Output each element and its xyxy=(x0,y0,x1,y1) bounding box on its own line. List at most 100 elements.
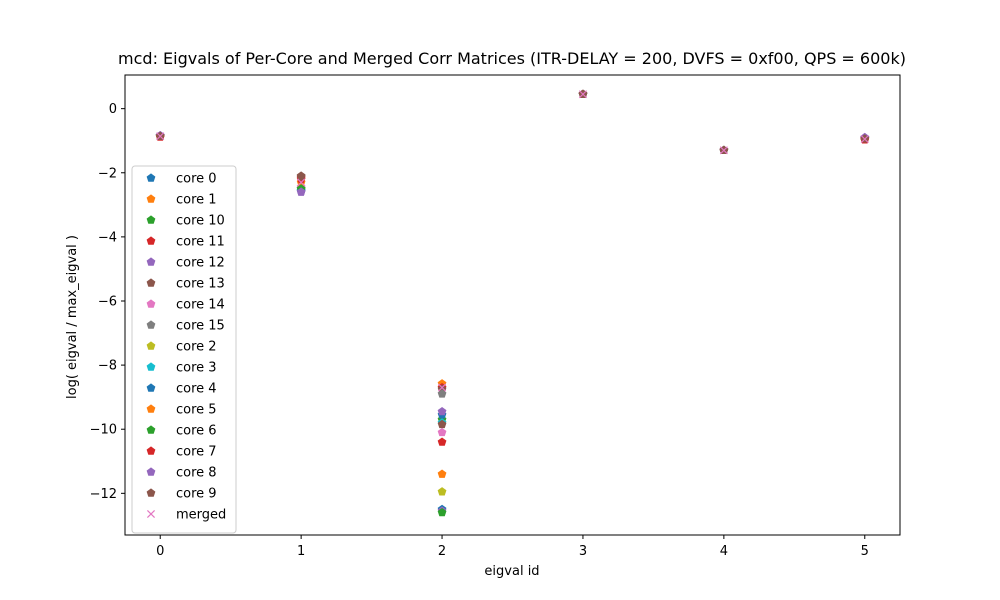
series-core-10 xyxy=(155,89,870,424)
legend-item: core 2 xyxy=(146,340,217,355)
legend-item: core 1 xyxy=(146,193,217,208)
data-point xyxy=(719,146,728,155)
legend-marker xyxy=(146,488,156,497)
data-point xyxy=(438,383,447,392)
y-tick-label: −12 xyxy=(90,487,117,502)
legend-marker xyxy=(146,446,156,455)
legend-label: core 3 xyxy=(176,361,217,376)
series-core-3 xyxy=(155,89,870,427)
axis-ticks: 0 1 2 3 4 5 0 −2 −4 −6 −8 −10 −12 xyxy=(90,102,869,559)
legend-item: core 12 xyxy=(146,256,225,271)
y-tick-label: −10 xyxy=(90,423,117,438)
x-tick-label: 3 xyxy=(579,544,587,559)
legend-item: core 8 xyxy=(146,466,217,481)
series-core-13 xyxy=(155,89,870,393)
series-core-12 xyxy=(155,89,870,515)
series-core-6 xyxy=(155,89,870,517)
legend-marker xyxy=(146,320,156,329)
legend-label: core 15 xyxy=(176,319,225,334)
legend-label: merged xyxy=(176,508,226,523)
series-core-5 xyxy=(155,89,870,478)
series-merged xyxy=(156,90,869,392)
data-point xyxy=(437,427,447,437)
legend-marker xyxy=(146,299,156,308)
legend-marker xyxy=(146,341,156,350)
series-core-4 xyxy=(155,89,870,419)
legend: core 0 core 1 core 10 core 11 core 12 core 13… xyxy=(131,165,237,534)
series-core-11 xyxy=(155,89,870,392)
legend-label: core 14 xyxy=(176,298,225,313)
legend-box xyxy=(131,165,237,534)
x-tick-label: 4 xyxy=(720,544,728,559)
legend-item: core 3 xyxy=(146,361,217,376)
legend-label: core 5 xyxy=(176,403,217,418)
legend-item: core 5 xyxy=(146,403,217,418)
legend-label: core 9 xyxy=(176,487,217,502)
data-point xyxy=(437,406,447,416)
series-core-8 xyxy=(155,89,870,416)
legend-item: core 0 xyxy=(146,172,217,187)
y-tick-label: 0 xyxy=(109,102,117,117)
data-point xyxy=(437,389,447,398)
series-core-2 xyxy=(155,89,870,496)
data-point xyxy=(437,419,447,429)
data-point xyxy=(437,507,447,517)
legend-marker xyxy=(146,509,156,519)
x-tick-label: 5 xyxy=(861,544,869,559)
data-point xyxy=(437,384,447,393)
y-tick-label: −2 xyxy=(98,166,117,181)
data-point xyxy=(297,178,306,187)
series-core-15 xyxy=(155,89,870,398)
x-axis-label: eigval id xyxy=(484,564,539,579)
legend-item: core 6 xyxy=(146,424,217,439)
series-core-0 xyxy=(155,89,870,514)
data-point xyxy=(156,132,165,141)
legend-marker xyxy=(146,236,156,245)
legend-label: core 8 xyxy=(176,466,217,481)
data-points xyxy=(155,89,870,517)
legend-label: core 1 xyxy=(176,193,217,208)
x-tick-label: 0 xyxy=(156,544,164,559)
legend-marker xyxy=(146,467,156,476)
x-tick-label: 2 xyxy=(438,544,446,559)
chart-title: mcd: Eigvals of Per-Core and Merged Corr… xyxy=(118,49,906,68)
legend-item: core 7 xyxy=(146,445,217,460)
data-point xyxy=(578,90,587,99)
plot-frame xyxy=(124,74,901,536)
y-tick-label: −8 xyxy=(98,359,117,374)
legend-item: core 15 xyxy=(146,319,225,334)
legend-item: core 11 xyxy=(146,235,225,250)
legend-label: core 6 xyxy=(176,424,217,439)
y-axis-label: log( eigval / max_eigval ) xyxy=(65,235,80,399)
legend-item: core 14 xyxy=(146,298,225,313)
y-tick-label: −6 xyxy=(98,294,117,309)
legend-marker xyxy=(146,383,156,392)
data-point xyxy=(860,135,869,144)
legend-item: core 9 xyxy=(146,487,217,502)
legend-label: core 0 xyxy=(176,172,217,187)
data-point xyxy=(437,469,447,478)
series-core-1 xyxy=(155,89,870,388)
data-point xyxy=(296,172,306,181)
legend-label: core 13 xyxy=(176,277,225,292)
legend-marker xyxy=(146,257,156,266)
legend-marker xyxy=(146,215,156,224)
series-core-9 xyxy=(155,89,870,429)
legend-item: core 4 xyxy=(146,382,217,397)
legend-marker xyxy=(146,173,156,182)
legend-item: core 13 xyxy=(146,277,225,292)
x-tick-label: 1 xyxy=(297,544,305,559)
legend-label: core 4 xyxy=(176,382,217,397)
data-point xyxy=(437,487,447,496)
legend-marker xyxy=(146,362,156,371)
legend-label: core 11 xyxy=(176,235,225,250)
data-point xyxy=(296,187,306,196)
series-core-14 xyxy=(155,89,870,437)
legend-label: core 10 xyxy=(176,214,225,229)
legend-label: core 7 xyxy=(176,445,217,460)
legend-item: merged xyxy=(146,508,226,523)
legend-item: core 10 xyxy=(146,214,225,229)
legend-marker xyxy=(146,194,156,203)
